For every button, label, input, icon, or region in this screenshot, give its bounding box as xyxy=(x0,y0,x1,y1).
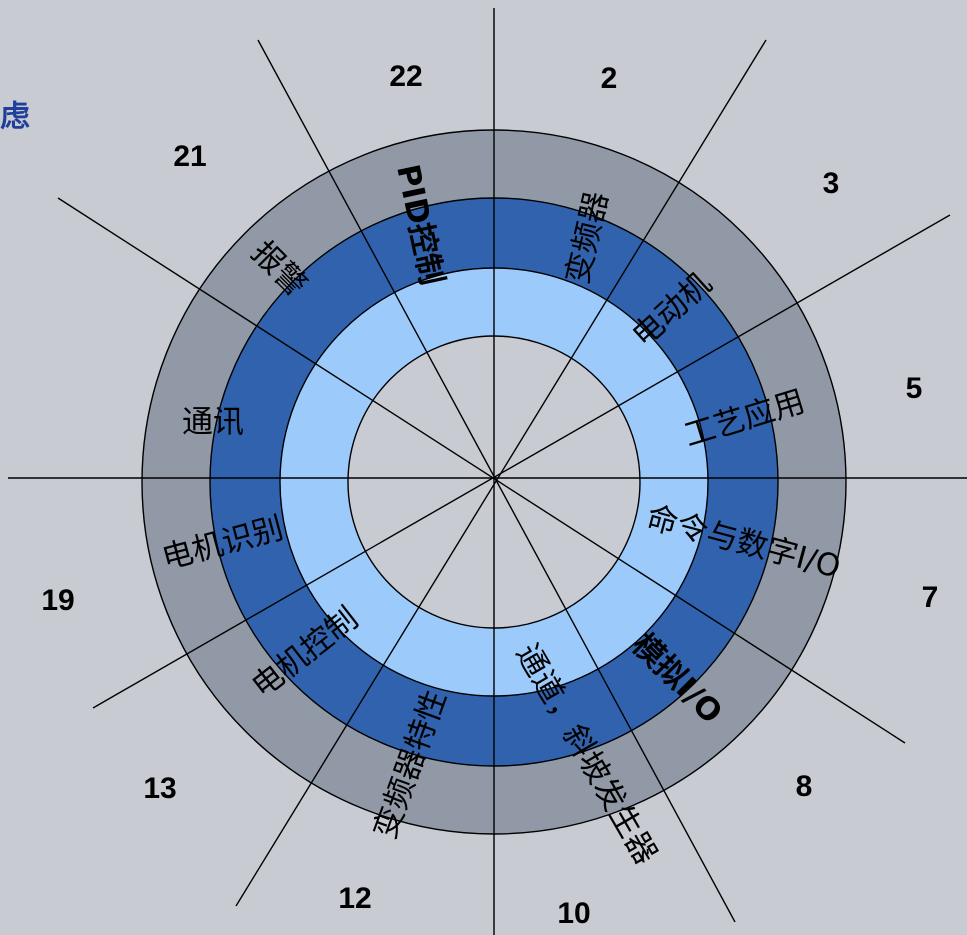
spoke-line xyxy=(57,197,906,744)
segment-number: 5 xyxy=(906,372,923,405)
spoke-line xyxy=(92,214,951,709)
corner-text: 虑 xyxy=(0,100,30,135)
segment-numbers: 22 2 3 5 7 8 10 12 13 19 21 xyxy=(41,60,938,930)
segment-number: 3 xyxy=(823,167,840,200)
spokes xyxy=(8,8,967,935)
segment-number: 12 xyxy=(338,882,371,915)
label-communication: 通讯 xyxy=(182,405,244,441)
segment-number: 7 xyxy=(922,581,939,614)
segment-number: 2 xyxy=(601,62,618,95)
segment-number: 22 xyxy=(389,60,422,93)
segment-number: 21 xyxy=(173,140,206,173)
segment-number: 19 xyxy=(41,584,74,617)
segment-number: 8 xyxy=(796,770,813,803)
segment-number: 13 xyxy=(143,772,176,805)
segment-number: 10 xyxy=(557,897,590,930)
